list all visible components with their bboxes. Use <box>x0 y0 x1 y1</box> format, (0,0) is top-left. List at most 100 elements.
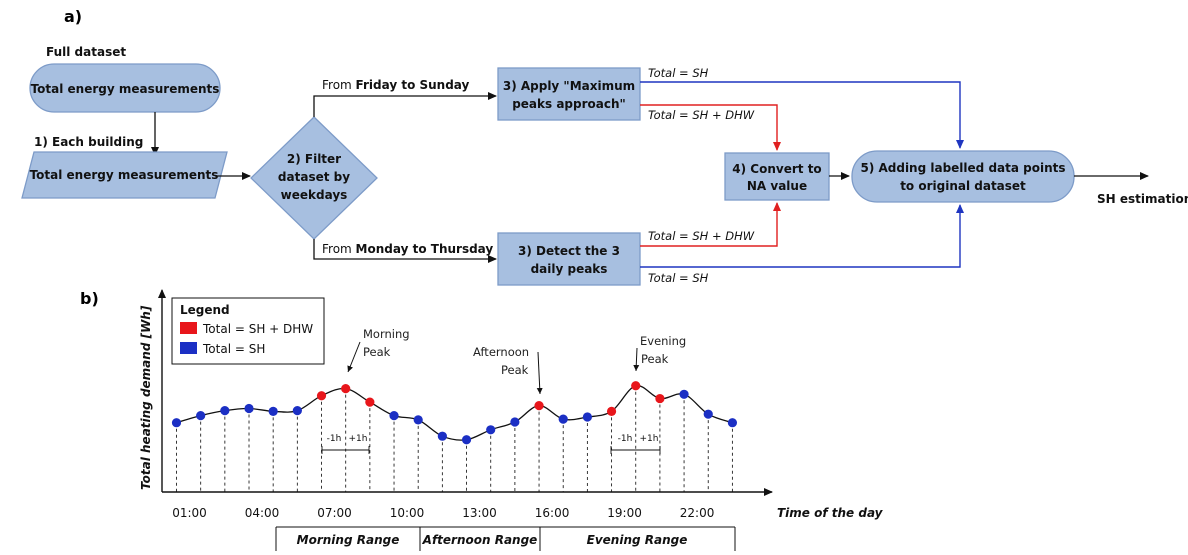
edge-3b-step4-shdhw <box>640 202 781 247</box>
data-point-3 <box>244 403 254 414</box>
range-afternoon: Afternoon Range <box>422 533 538 547</box>
data-point-14 <box>510 417 520 427</box>
legend-label-sh: Total = SH <box>202 342 265 356</box>
x-axis-label: Time of the day <box>777 506 884 520</box>
step4-line2: NA value <box>747 179 807 193</box>
morning-minus-1h: -1h <box>327 434 342 444</box>
edge-3b-sh-label: Total = SH <box>648 271 709 285</box>
step2-line1: 2) Filter <box>287 152 341 166</box>
data-point-21 <box>679 389 689 399</box>
edge-3a-shdhw-label: Total = SH + DHW <box>648 108 755 122</box>
step1-text: Total energy measurements <box>30 168 219 182</box>
edge-branch-bottom <box>313 239 497 263</box>
data-point-1 <box>196 411 206 421</box>
branch-bottom-label: From Monday to Thursday <box>322 242 493 256</box>
peak-point-6 <box>316 391 327 401</box>
step0-text: Total energy measurements <box>31 82 220 96</box>
data-point-17 <box>582 412 592 422</box>
peak-point-7 <box>341 384 351 394</box>
peak-point-20 <box>655 393 665 404</box>
peak-point-15 <box>534 401 544 411</box>
step0-terminator <box>29 63 221 113</box>
evening-minus-1h: -1h <box>618 434 633 444</box>
full-dataset-label: Full dataset <box>46 45 126 59</box>
morning-peak-line2: Peak <box>363 345 391 359</box>
morning-peak-pointer <box>347 341 361 373</box>
peak-point-18 <box>606 406 617 416</box>
peak-point-19 <box>631 381 641 391</box>
data-point-4 <box>268 406 278 416</box>
morning-plus-1h: +1h <box>349 434 368 444</box>
data-point-16 <box>558 414 568 424</box>
edge-3b-step5-sh <box>640 204 964 268</box>
evening-peak-line2: Peak <box>641 352 669 366</box>
step3b-line1: 3) Detect the 3 <box>518 244 620 258</box>
step3a-line2: peaks approach" <box>512 97 626 111</box>
data-point-5 <box>292 406 302 416</box>
edge-3a-step5-sh <box>640 81 964 149</box>
peak-point-8 <box>365 397 375 407</box>
data-point-0 <box>171 418 182 428</box>
step2-line3: weekdays <box>281 188 348 202</box>
data-point-2 <box>220 406 230 416</box>
branch-top-days: Friday to Sunday <box>356 78 470 92</box>
legend-title: Legend <box>180 303 230 317</box>
edge-3a-step4-shdhw <box>640 104 781 151</box>
edge-branch-top <box>313 92 497 117</box>
x-tick-label-3: 10:00 <box>390 506 425 520</box>
step3b-line2: daily peaks <box>531 262 608 276</box>
step3a-line1: 3) Apply "Maximum <box>503 79 635 93</box>
legend-box <box>171 297 325 365</box>
morning-peak-line1: Morning <box>363 327 410 341</box>
x-tick-label-1: 04:00 <box>245 506 280 520</box>
demand-chart: 01:00 04:00 07:00 10:00 13:00 16:00 19:00 22:00 <box>171 381 738 520</box>
step5-line1: 5) Adding labelled data points <box>860 161 1065 175</box>
branch-top-label: From Friday to Sunday <box>322 78 470 92</box>
x-tick-label-4: 13:00 <box>462 506 497 520</box>
data-point-11 <box>437 431 447 441</box>
step1-label: 1) Each building <box>34 135 143 149</box>
evening-peak-pointer <box>633 347 640 372</box>
step5-terminator <box>851 150 1075 203</box>
panel-a-label: a) <box>64 7 82 26</box>
data-point-22 <box>703 409 713 419</box>
x-tick-label-6: 19:00 <box>607 506 642 520</box>
step1-data-box <box>21 151 228 199</box>
branch-bottom-days: Monday to Thursday <box>356 242 494 256</box>
range-evening: Evening Range <box>587 533 688 547</box>
panel-b-label: b) <box>80 289 99 308</box>
range-morning: Morning Range <box>297 533 400 547</box>
x-tick-label-7: 22:00 <box>680 506 715 520</box>
output-label: SH estimation <box>1097 192 1188 206</box>
step5-line2: to original dataset <box>900 179 1026 193</box>
edge-3a-sh-label: Total = SH <box>648 66 709 80</box>
step4-line1: 4) Convert to <box>732 162 821 176</box>
step4-box <box>724 152 830 201</box>
legend-swatch-red <box>180 322 197 334</box>
branch-top-prefix: From <box>322 78 356 92</box>
afternoon-peak-pointer <box>536 351 543 395</box>
evening-peak-line1: Evening <box>640 334 686 348</box>
legend-swatch-blue <box>180 342 197 354</box>
data-point-12 <box>461 435 472 445</box>
x-tick-label-0: 01:00 <box>172 506 207 520</box>
demand-curve <box>176 385 733 441</box>
branch-bottom-prefix: From <box>322 242 356 256</box>
y-axis-label: Total heating demand [Wh] <box>139 305 153 490</box>
step2-line2: dataset by <box>278 170 350 184</box>
step3a-box <box>497 67 641 121</box>
x-tick-label-5: 16:00 <box>535 506 570 520</box>
data-point-23 <box>727 418 738 428</box>
data-point-13 <box>486 425 496 435</box>
edge-3b-shdhw-label: Total = SH + DHW <box>648 229 755 243</box>
data-point-10 <box>413 415 423 425</box>
afternoon-peak-line1: Afternoon <box>473 345 529 359</box>
x-tick-label-2: 07:00 <box>317 506 352 520</box>
afternoon-peak-line2: Peak <box>501 363 529 377</box>
data-point-9 <box>389 411 399 421</box>
legend-label-shdhw: Total = SH + DHW <box>202 322 313 336</box>
step3b-box <box>497 232 641 286</box>
evening-plus-1h: +1h <box>640 434 659 444</box>
